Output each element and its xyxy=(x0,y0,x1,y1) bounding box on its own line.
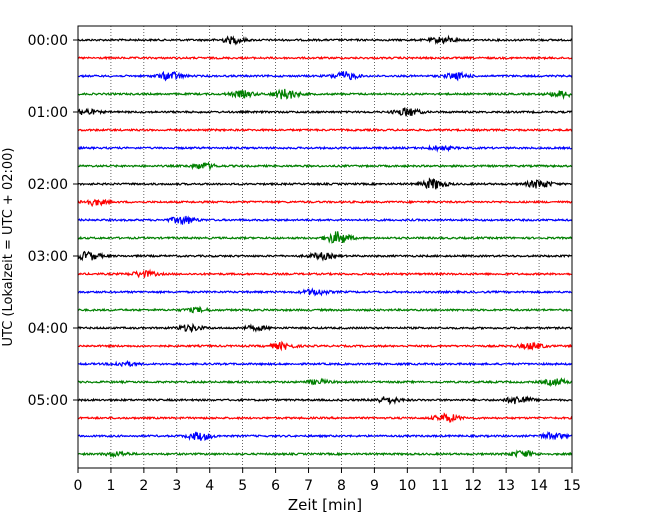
trace-0330 xyxy=(77,287,573,297)
x-tick-label: 3 xyxy=(172,478,181,494)
x-axis-label: Zeit [min] xyxy=(288,496,362,514)
y-axis-ticks: 00:00 01:00 02:00 03:00 04:00 05:00 xyxy=(28,33,78,409)
x-tick-label: 4 xyxy=(205,478,214,494)
trace-0030 xyxy=(77,70,573,82)
plot-frame xyxy=(77,25,573,469)
trace-0130 xyxy=(77,144,573,153)
trace-0000 xyxy=(77,34,573,46)
x-axis-ticks: 0 1 2 3 4 5 6 7 8 9 10 11 12 13 14 15 xyxy=(74,468,581,494)
trace-0315 xyxy=(77,268,573,279)
trace-0100 xyxy=(77,107,573,117)
trace-0415 xyxy=(77,340,573,352)
trace-0300 xyxy=(77,250,573,262)
x-tick-label: 11 xyxy=(431,478,449,494)
x-tick-label: 12 xyxy=(464,478,482,494)
trace-0230 xyxy=(77,215,573,225)
x-tick-label: 7 xyxy=(304,478,313,494)
x-tick-label: 8 xyxy=(337,478,346,494)
x-tick-label: 13 xyxy=(497,478,515,494)
trace-0545 xyxy=(77,449,573,459)
y-tick-label: 03:00 xyxy=(28,249,68,265)
y-tick-label: 05:00 xyxy=(28,393,68,409)
trace-0015 xyxy=(77,55,573,61)
trace-0515 xyxy=(77,412,573,423)
y-tick-label: 02:00 xyxy=(28,177,68,193)
trace-0245 xyxy=(77,231,573,244)
trace-0215 xyxy=(77,198,573,208)
trace-0145 xyxy=(77,161,573,172)
x-tick-label: 15 xyxy=(563,478,581,494)
y-axis-label: UTC (Lokalzeit = UTC + 02:00) xyxy=(1,148,16,347)
x-tick-label: 9 xyxy=(370,478,379,494)
x-tick-label: 10 xyxy=(398,478,416,494)
y-tick-label: 01:00 xyxy=(28,105,68,121)
x-tick-label: 5 xyxy=(238,478,247,494)
seismic-traces xyxy=(77,34,573,459)
x-tick-label: 1 xyxy=(106,478,115,494)
y-tick-label: 04:00 xyxy=(28,321,68,337)
x-tick-label: 2 xyxy=(139,478,148,494)
x-tick-label: 0 xyxy=(74,478,83,494)
trace-0115 xyxy=(77,127,573,133)
trace-0400 xyxy=(77,322,573,334)
trace-0045 xyxy=(77,88,573,101)
trace-0530 xyxy=(77,430,573,442)
trace-0500 xyxy=(77,395,573,406)
trace-0345 xyxy=(77,305,573,314)
trace-0200 xyxy=(77,177,573,190)
y-tick-label: 00:00 xyxy=(28,33,68,49)
x-tick-label: 14 xyxy=(530,478,548,494)
x-tick-label: 6 xyxy=(271,478,280,494)
trace-0445 xyxy=(77,377,573,388)
trace-0430 xyxy=(77,360,573,368)
